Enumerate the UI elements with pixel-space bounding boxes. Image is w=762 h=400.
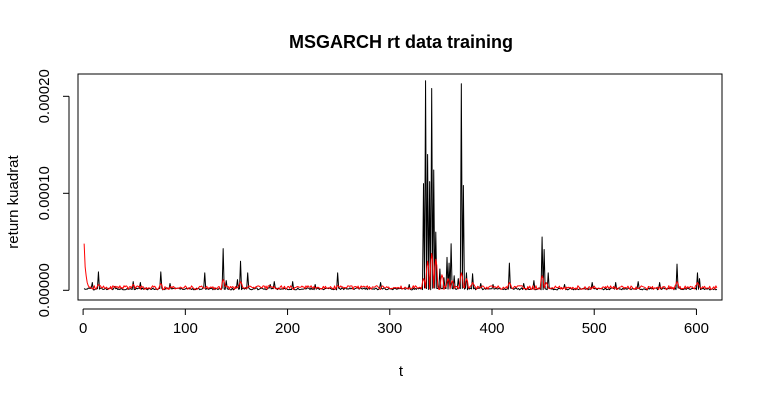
x-tick-label: 600 <box>684 320 709 337</box>
y-tick-label: 0.00000 <box>36 263 53 317</box>
x-tick-label: 400 <box>479 320 504 337</box>
x-tick-label: 500 <box>582 320 607 337</box>
x-axis: 0 100 200 300 400 500 600 <box>79 308 709 337</box>
y-axis-label: return kuadrat <box>5 154 22 248</box>
series-line-black <box>83 80 718 291</box>
x-tick-label: 300 <box>377 320 402 337</box>
y-tick-label: 0.00020 <box>36 69 53 123</box>
x-tick-label: 200 <box>275 320 300 337</box>
y-tick-label: 0.00010 <box>36 166 53 220</box>
plot-frame <box>77 73 723 301</box>
x-axis-label: t <box>399 363 404 380</box>
x-tick-label: 100 <box>173 320 198 337</box>
chart-title: MSGARCH rt data training <box>289 32 513 52</box>
x-tick-label: 0 <box>79 320 87 337</box>
y-axis: 0.00000 0.00010 0.00020 <box>36 69 70 317</box>
series-layer <box>83 80 718 291</box>
series-line-red <box>83 243 718 290</box>
